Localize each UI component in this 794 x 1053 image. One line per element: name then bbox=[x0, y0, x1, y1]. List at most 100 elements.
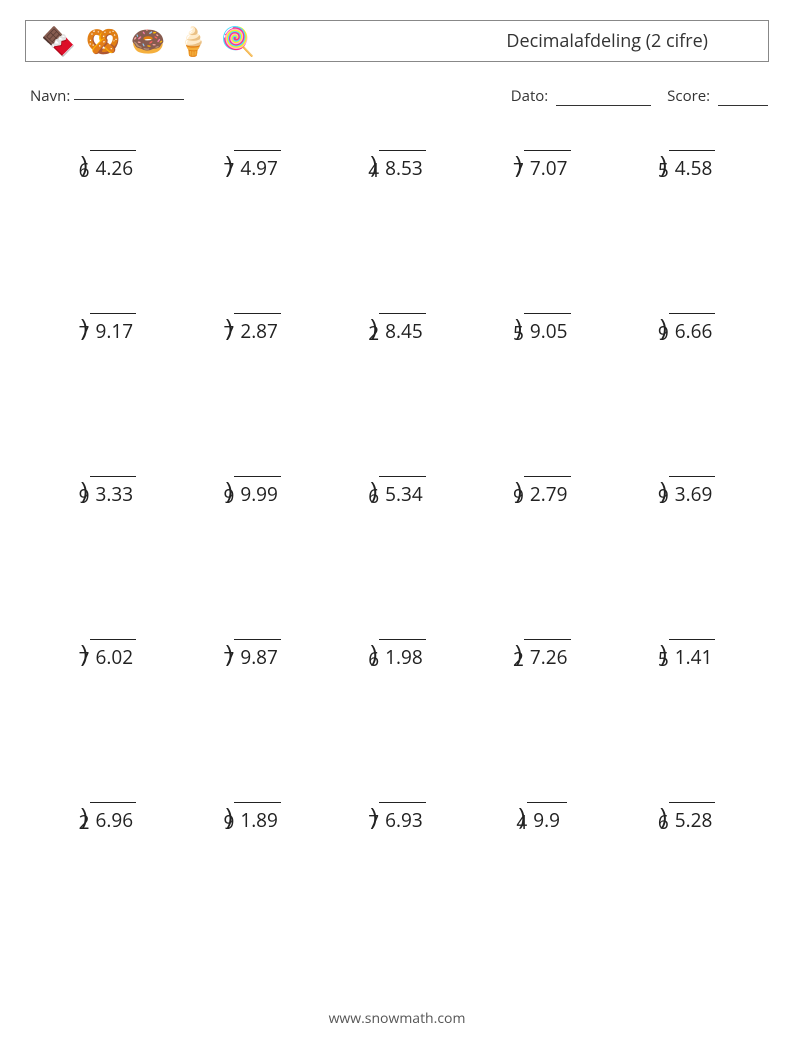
division-bracket-icon: ) bbox=[81, 805, 88, 829]
long-division-symbol: )7.26 bbox=[524, 639, 571, 670]
dividend: 6.02 bbox=[90, 639, 137, 670]
division-bracket-icon: ) bbox=[370, 805, 377, 829]
header-icons: 🍫 🥨 🍩 🍦 🍭 bbox=[26, 27, 255, 55]
division-bracket-icon: ) bbox=[225, 642, 232, 666]
chocolate-icon: 🍫 bbox=[41, 27, 76, 55]
header-box: 🍫 🥨 🍩 🍦 🍭 Decimalafdeling (2 cifre) bbox=[25, 20, 769, 62]
page-title: Decimalafdeling (2 cifre) bbox=[506, 29, 708, 53]
division-bracket-icon: ) bbox=[225, 316, 232, 340]
dividend: 7.07 bbox=[524, 150, 571, 181]
division-bracket-icon: ) bbox=[518, 805, 525, 829]
dividend: 2.79 bbox=[524, 476, 571, 507]
division-bracket-icon: ) bbox=[370, 316, 377, 340]
division-problem: 2)8.45 bbox=[330, 313, 465, 346]
division-problem: 7)7.07 bbox=[474, 150, 609, 183]
division-bracket-icon: ) bbox=[370, 153, 377, 177]
score-label: Score: bbox=[667, 86, 710, 106]
score-blank[interactable] bbox=[718, 92, 768, 106]
long-division-symbol: )3.69 bbox=[669, 476, 716, 507]
division-problem: 7)9.87 bbox=[185, 639, 320, 672]
dividend: 9.99 bbox=[234, 476, 281, 507]
icecream-icon: 🍦 bbox=[176, 27, 211, 55]
long-division-symbol: )5.28 bbox=[669, 802, 716, 833]
division-bracket-icon: ) bbox=[370, 479, 377, 503]
division-problem: 7)6.02 bbox=[40, 639, 175, 672]
dividend: 5.34 bbox=[379, 476, 426, 507]
division-problem: 4)9.9 bbox=[474, 802, 609, 835]
problem-grid: 6)4.26 7)4.97 4)8.53 7)7.07 5)4.58 7)9.17 7)2.… bbox=[40, 150, 754, 835]
long-division-symbol: )6.66 bbox=[669, 313, 716, 344]
long-division-symbol: )8.45 bbox=[379, 313, 426, 344]
division-bracket-icon: ) bbox=[660, 805, 667, 829]
division-problem: 7)6.93 bbox=[330, 802, 465, 835]
date-label: Dato: bbox=[511, 86, 549, 106]
dividend: 6.96 bbox=[90, 802, 137, 833]
division-bracket-icon: ) bbox=[370, 642, 377, 666]
long-division-symbol: )4.97 bbox=[234, 150, 281, 181]
division-bracket-icon: ) bbox=[225, 805, 232, 829]
dividend: 7.26 bbox=[524, 639, 571, 670]
division-problem: 9)3.33 bbox=[40, 476, 175, 509]
division-problem: 6)5.34 bbox=[330, 476, 465, 509]
division-problem: 4)8.53 bbox=[330, 150, 465, 183]
division-bracket-icon: ) bbox=[515, 642, 522, 666]
division-bracket-icon: ) bbox=[81, 153, 88, 177]
division-problem: 9)2.79 bbox=[474, 476, 609, 509]
long-division-symbol: )6.93 bbox=[379, 802, 426, 833]
long-division-symbol: )1.98 bbox=[379, 639, 426, 670]
long-division-symbol: )9.05 bbox=[524, 313, 571, 344]
long-division-symbol: )9.9 bbox=[527, 802, 567, 833]
division-problem: 6)4.26 bbox=[40, 150, 175, 183]
info-row: Navn: Dato: Score: bbox=[30, 86, 768, 106]
division-problem: 7)4.97 bbox=[185, 150, 320, 183]
long-division-symbol: )8.53 bbox=[379, 150, 426, 181]
division-problem: 9)3.69 bbox=[619, 476, 754, 509]
long-division-symbol: )6.02 bbox=[90, 639, 137, 670]
long-division-symbol: )9.87 bbox=[234, 639, 281, 670]
long-division-symbol: )6.96 bbox=[90, 802, 137, 833]
long-division-symbol: )2.79 bbox=[524, 476, 571, 507]
division-bracket-icon: ) bbox=[225, 479, 232, 503]
long-division-symbol: )2.87 bbox=[234, 313, 281, 344]
long-division-symbol: )9.99 bbox=[234, 476, 281, 507]
dividend: 4.97 bbox=[234, 150, 281, 181]
name-blank[interactable] bbox=[74, 86, 184, 100]
division-problem: 9)1.89 bbox=[185, 802, 320, 835]
division-bracket-icon: ) bbox=[515, 153, 522, 177]
division-bracket-icon: ) bbox=[225, 153, 232, 177]
division-problem: 5)4.58 bbox=[619, 150, 754, 183]
division-bracket-icon: ) bbox=[660, 153, 667, 177]
dividend: 8.45 bbox=[379, 313, 426, 344]
division-problem: 6)5.28 bbox=[619, 802, 754, 835]
dividend: 3.33 bbox=[90, 476, 137, 507]
dividend: 9.17 bbox=[90, 313, 137, 344]
lollipop-icon: 🍭 bbox=[221, 27, 256, 55]
division-problem: 7)9.17 bbox=[40, 313, 175, 346]
division-problem: 5)1.41 bbox=[619, 639, 754, 672]
division-bracket-icon: ) bbox=[515, 316, 522, 340]
date-blank[interactable] bbox=[556, 92, 651, 106]
long-division-symbol: )1.41 bbox=[669, 639, 716, 670]
division-problem: 6)1.98 bbox=[330, 639, 465, 672]
long-division-symbol: )7.07 bbox=[524, 150, 571, 181]
dividend: 2.87 bbox=[234, 313, 281, 344]
division-problem: 2)6.96 bbox=[40, 802, 175, 835]
dividend: 4.26 bbox=[90, 150, 137, 181]
division-problem: 5)9.05 bbox=[474, 313, 609, 346]
division-bracket-icon: ) bbox=[81, 642, 88, 666]
division-bracket-icon: ) bbox=[515, 479, 522, 503]
division-problem: 7)2.87 bbox=[185, 313, 320, 346]
division-bracket-icon: ) bbox=[660, 316, 667, 340]
division-problem: 9)9.99 bbox=[185, 476, 320, 509]
long-division-symbol: )5.34 bbox=[379, 476, 426, 507]
name-label: Navn: bbox=[30, 86, 70, 106]
dividend: 3.69 bbox=[669, 476, 716, 507]
dividend: 6.93 bbox=[379, 802, 426, 833]
long-division-symbol: )4.58 bbox=[669, 150, 716, 181]
dividend: 9.05 bbox=[524, 313, 571, 344]
pretzel-icon: 🥨 bbox=[86, 27, 121, 55]
division-problem: 2)7.26 bbox=[474, 639, 609, 672]
division-problem: 9)6.66 bbox=[619, 313, 754, 346]
dividend: 1.89 bbox=[234, 802, 281, 833]
dividend: 1.41 bbox=[669, 639, 716, 670]
